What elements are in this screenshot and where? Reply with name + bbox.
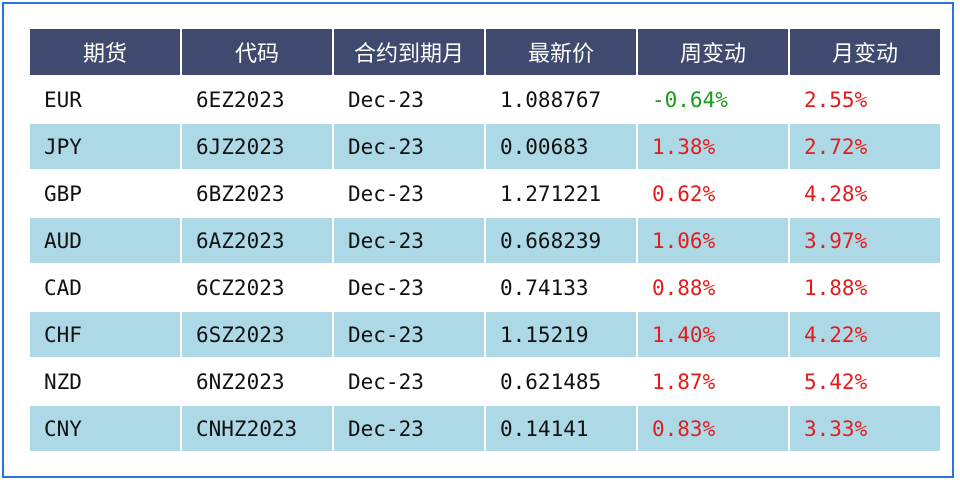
cell-code: CNHZ2023	[182, 406, 332, 451]
cell-week-change: 1.40%	[638, 312, 788, 357]
cell-price: 0.621485	[486, 359, 636, 404]
header-future: 期货	[30, 29, 180, 75]
cell-month-change: 4.22%	[790, 312, 940, 357]
cell-month-change: 3.33%	[790, 406, 940, 451]
cell-future: CHF	[30, 312, 180, 357]
table-row: CNY CNHZ2023 Dec-23 0.14141 0.83% 3.33%	[30, 406, 940, 451]
header-week-change: 周变动	[638, 29, 788, 75]
cell-expiry: Dec-23	[334, 77, 484, 122]
table-row: EUR 6EZ2023 Dec-23 1.088767 -0.64% 2.55%	[30, 77, 940, 122]
cell-future: NZD	[30, 359, 180, 404]
table-row: CHF 6SZ2023 Dec-23 1.15219 1.40% 4.22%	[30, 312, 940, 357]
cell-week-change: 0.62%	[638, 171, 788, 216]
header-price: 最新价	[486, 29, 636, 75]
cell-expiry: Dec-23	[334, 265, 484, 310]
cell-month-change: 2.55%	[790, 77, 940, 122]
cell-expiry: Dec-23	[334, 312, 484, 357]
cell-price: 1.15219	[486, 312, 636, 357]
table-row: CAD 6CZ2023 Dec-23 0.74133 0.88% 1.88%	[30, 265, 940, 310]
cell-price: 0.00683	[486, 124, 636, 169]
cell-month-change: 1.88%	[790, 265, 940, 310]
cell-week-change: 0.83%	[638, 406, 788, 451]
cell-code: 6EZ2023	[182, 77, 332, 122]
table-row: JPY 6JZ2023 Dec-23 0.00683 1.38% 2.72%	[30, 124, 940, 169]
cell-code: 6CZ2023	[182, 265, 332, 310]
cell-price: 0.14141	[486, 406, 636, 451]
header-month-change: 月变动	[790, 29, 940, 75]
cell-month-change: 5.42%	[790, 359, 940, 404]
cell-expiry: Dec-23	[334, 124, 484, 169]
cell-price: 1.271221	[486, 171, 636, 216]
cell-code: 6JZ2023	[182, 124, 332, 169]
cell-month-change: 4.28%	[790, 171, 940, 216]
header-expiry: 合约到期月	[334, 29, 484, 75]
table-row: GBP 6BZ2023 Dec-23 1.271221 0.62% 4.28%	[30, 171, 940, 216]
cell-week-change: 1.87%	[638, 359, 788, 404]
cell-expiry: Dec-23	[334, 406, 484, 451]
header-row: 期货 代码 合约到期月 最新价 周变动 月变动	[30, 29, 940, 75]
cell-week-change: 0.88%	[638, 265, 788, 310]
cell-expiry: Dec-23	[334, 359, 484, 404]
cell-expiry: Dec-23	[334, 218, 484, 263]
futures-table: 期货 代码 合约到期月 最新价 周变动 月变动 EUR 6EZ2023 Dec-…	[28, 27, 942, 453]
table-row: AUD 6AZ2023 Dec-23 0.668239 1.06% 3.97%	[30, 218, 940, 263]
cell-month-change: 2.72%	[790, 124, 940, 169]
cell-code: 6BZ2023	[182, 171, 332, 216]
cell-future: AUD	[30, 218, 180, 263]
cell-week-change: 1.06%	[638, 218, 788, 263]
table-frame: 期货 代码 合约到期月 最新价 周变动 月变动 EUR 6EZ2023 Dec-…	[2, 2, 954, 478]
cell-week-change: 1.38%	[638, 124, 788, 169]
cell-future: GBP	[30, 171, 180, 216]
cell-code: 6NZ2023	[182, 359, 332, 404]
cell-price: 1.088767	[486, 77, 636, 122]
cell-code: 6SZ2023	[182, 312, 332, 357]
cell-code: 6AZ2023	[182, 218, 332, 263]
cell-month-change: 3.97%	[790, 218, 940, 263]
cell-future: CAD	[30, 265, 180, 310]
cell-future: CNY	[30, 406, 180, 451]
cell-future: JPY	[30, 124, 180, 169]
header-code: 代码	[182, 29, 332, 75]
cell-price: 0.74133	[486, 265, 636, 310]
table-row: NZD 6NZ2023 Dec-23 0.621485 1.87% 5.42%	[30, 359, 940, 404]
cell-price: 0.668239	[486, 218, 636, 263]
cell-week-change: -0.64%	[638, 77, 788, 122]
cell-future: EUR	[30, 77, 180, 122]
cell-expiry: Dec-23	[334, 171, 484, 216]
